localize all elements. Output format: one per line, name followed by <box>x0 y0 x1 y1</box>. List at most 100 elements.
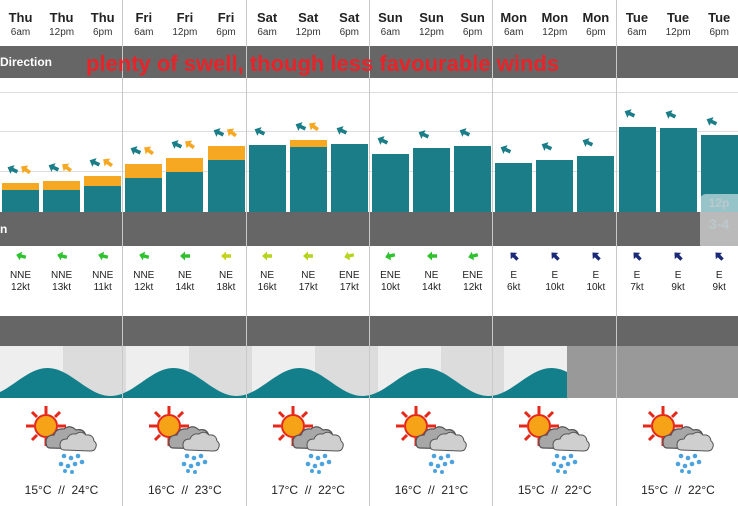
column-day: Tue <box>708 10 731 25</box>
swell-direction-icon <box>88 156 114 174</box>
swell-bar[interactable] <box>207 146 245 212</box>
column-header: Sat 6pm <box>329 0 370 38</box>
wind-direction: NNE <box>9 270 32 281</box>
column-day: Tue <box>625 10 649 25</box>
column-time: 6am <box>10 27 31 38</box>
swell-bar[interactable] <box>125 164 163 212</box>
column-time: 12pm <box>542 27 568 38</box>
wind-arrow-icon <box>411 250 452 266</box>
wind-cell: NE 14kt <box>411 250 452 294</box>
column-day: Mon <box>541 10 569 25</box>
sun-cloud-rain-icon <box>641 404 715 474</box>
wind-cell: NE 16kt <box>247 250 288 294</box>
wind-cell: E 9kt <box>699 250 738 294</box>
wind-cell: NNE 12kt <box>123 250 164 294</box>
temp-low: 15°C <box>641 483 668 497</box>
column-day: Sun <box>419 10 444 25</box>
swell-direction-icon <box>294 120 320 138</box>
column-header: Thu 6am <box>0 0 41 38</box>
temperature-range: 16°C // 21°C <box>370 483 493 497</box>
column-day: Sun <box>378 10 403 25</box>
temperature-range: 15°C // 22°C <box>617 483 738 497</box>
wind-arrow-icon <box>493 250 534 266</box>
column-header: Tue 6am <box>617 0 658 38</box>
swell-direction-icon <box>623 107 636 125</box>
column-header: Mon 6am <box>493 0 534 38</box>
swell-bar[interactable] <box>495 162 533 212</box>
swell-bar[interactable] <box>413 148 451 212</box>
temp-high: 23°C <box>194 483 222 497</box>
column-time: 12pm <box>295 27 321 38</box>
wind-direction: NNE <box>51 270 73 281</box>
temp-high: 22°C <box>688 483 715 497</box>
wind-label: n <box>0 222 8 236</box>
swell-bar[interactable] <box>248 144 286 212</box>
tooltip-time: 12p <box>708 196 730 210</box>
swell-direction-icon <box>170 138 196 156</box>
swell-direction-icon <box>540 140 553 158</box>
wind-direction: E <box>592 270 600 281</box>
wind-arrow-icon <box>452 250 493 266</box>
swell-bar[interactable] <box>536 160 574 212</box>
swell-bar[interactable] <box>577 155 615 212</box>
day-separator <box>245 0 247 506</box>
column-time: 6am <box>380 27 401 38</box>
swell-direction-icon <box>458 126 471 144</box>
column-header: Tue 6pm <box>699 0 738 38</box>
wind-cell: E 9kt <box>658 250 699 294</box>
temp-low: 15°C <box>24 483 52 497</box>
temp-low: 17°C <box>271 483 299 497</box>
day-separator <box>122 0 124 506</box>
wind-direction: E <box>715 270 723 281</box>
wind-arrow-icon <box>575 250 616 266</box>
swell-bar[interactable] <box>43 180 81 212</box>
column-day: Fri <box>217 10 235 25</box>
temp-separator: // <box>181 483 189 497</box>
column-day: Thu <box>8 10 33 25</box>
wind-arrow-icon <box>370 250 411 266</box>
wind-speed: 14kt <box>422 282 441 293</box>
temp-low: 15°C <box>517 483 545 497</box>
wind-direction: NNE <box>133 270 155 281</box>
temperature-range: 16°C // 23°C <box>123 483 246 497</box>
swell-bar[interactable] <box>330 143 368 212</box>
swell-direction-icon <box>212 126 238 144</box>
sun-cloud-rain-icon <box>517 404 591 474</box>
wind-speed: 13kt <box>52 282 72 293</box>
swell-bar[interactable] <box>2 183 40 212</box>
temperature-range: 15°C // 22°C <box>493 483 616 497</box>
swell-direction-icon <box>6 163 32 181</box>
column-time: 6am <box>134 27 154 38</box>
swell-bar[interactable] <box>84 176 122 212</box>
wind-arrow-icon <box>0 250 41 266</box>
column-day: Sat <box>339 10 360 25</box>
day-separator <box>615 0 617 506</box>
column-header: Sat 12pm <box>288 0 329 38</box>
wind-direction: E <box>510 270 518 281</box>
swell-bar[interactable] <box>454 146 492 212</box>
wind-arrow-icon <box>164 250 205 266</box>
swell-bar[interactable] <box>371 154 409 212</box>
wind-arrow-icon <box>617 250 658 266</box>
swell-bar[interactable] <box>289 140 327 212</box>
wind-direction: NE <box>424 270 439 281</box>
column-time: 12pm <box>49 27 75 38</box>
tooltip-value: 3-4 <box>708 216 730 232</box>
column-time: 12pm <box>418 27 444 38</box>
temp-separator: // <box>674 483 682 497</box>
wind-direction: NNE <box>92 270 114 281</box>
wind-arrow-icon <box>206 250 247 266</box>
tide-chart <box>0 346 738 398</box>
wind-cell: NNE 11kt <box>82 250 123 294</box>
swell-bar[interactable] <box>618 126 656 212</box>
swell-bar[interactable] <box>659 128 697 212</box>
wind-speed: 10kt <box>380 282 400 293</box>
wind-cell: E 10kt <box>575 250 616 294</box>
swell-bar[interactable] <box>166 158 204 212</box>
wind-arrow-icon <box>123 250 164 266</box>
column-header: Mon 6pm <box>575 0 616 38</box>
wind-speed: 9kt <box>671 282 685 293</box>
wind-direction: NE <box>260 270 275 281</box>
secondary-swell <box>289 140 327 148</box>
column-day: Thu <box>90 10 115 25</box>
